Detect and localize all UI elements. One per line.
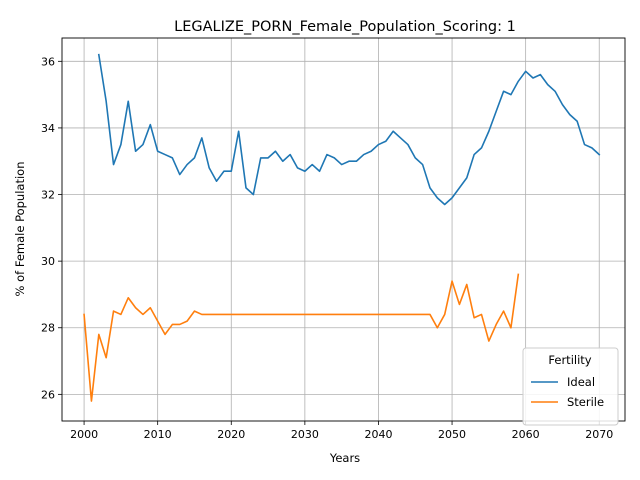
x-tick-label: 2010: [144, 428, 172, 441]
y-tick-label: 36: [41, 55, 55, 68]
x-tick-label: 2070: [585, 428, 613, 441]
grid: [62, 38, 625, 421]
series-line-sterile: [83, 273, 520, 402]
x-axis-label: Years: [329, 451, 360, 465]
x-tick-label: 2060: [512, 428, 540, 441]
y-tick-label: 34: [41, 122, 55, 135]
series-line-ideal: [97, 53, 601, 206]
legend-label-sterile: Sterile: [567, 395, 604, 409]
chart-title: LEGALIZE_PORN_Female_Population_Scoring:…: [174, 19, 516, 35]
x-tick-label: 2000: [70, 428, 98, 441]
x-tick-label: 2030: [291, 428, 319, 441]
y-tick-label: 32: [41, 189, 55, 202]
x-tick-label: 2040: [364, 428, 392, 441]
legend-label-ideal: Ideal: [567, 375, 595, 389]
plot-frame: [61, 37, 626, 422]
series-lines: [83, 53, 601, 402]
axis-ticks: 2000 2010 2020 2030 2040 2050 2060 2070 26 28 30 32…: [41, 55, 613, 441]
x-tick-label: 2020: [217, 428, 245, 441]
y-tick-label: 30: [41, 255, 55, 268]
legend-title: Fertility: [548, 353, 591, 367]
y-axis-label: % of Female Population: [13, 162, 27, 297]
x-tick-label: 2050: [438, 428, 466, 441]
legend: Fertility Ideal Sterile: [522, 347, 619, 426]
y-tick-label: 28: [41, 322, 55, 335]
y-tick-label: 26: [41, 388, 55, 401]
legend-box: [522, 347, 619, 426]
